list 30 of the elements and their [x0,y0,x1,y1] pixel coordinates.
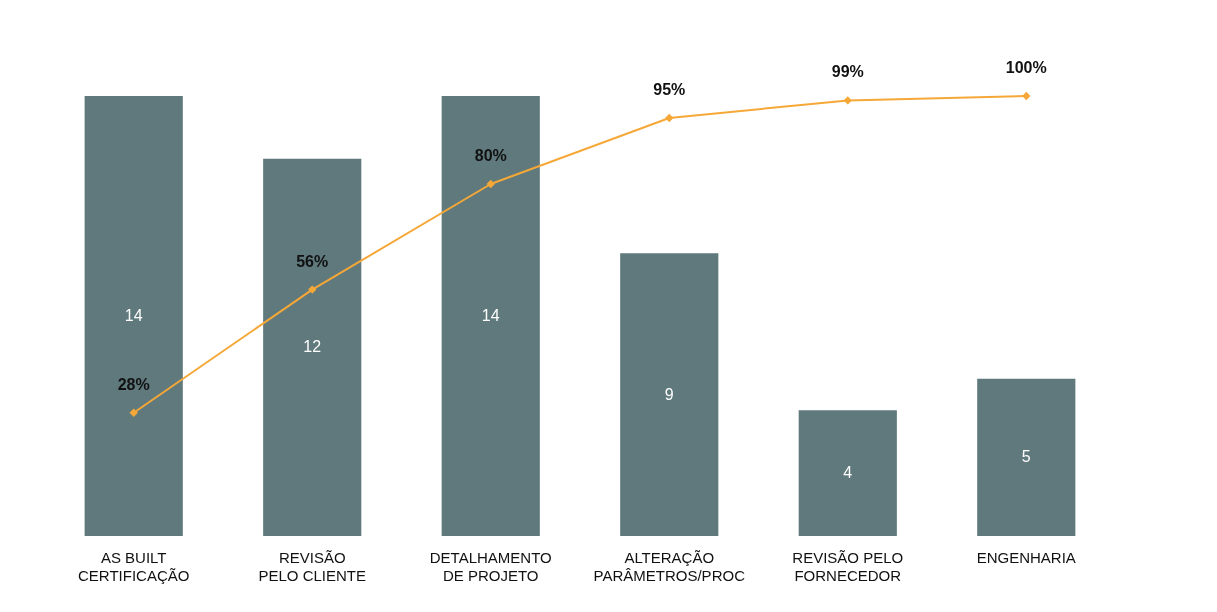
data-label: 95% [653,81,686,98]
x-tick-label: ENGENHARIA [976,548,1076,566]
point [129,408,138,417]
point [1022,91,1031,101]
bar [798,410,897,536]
point [308,285,317,294]
data-label: 28% [117,375,150,393]
x-tick-label: ALTERAÇÃO PARÂMETROS/PROC [593,548,746,584]
point [843,96,852,105]
point [665,113,674,123]
data-label: 12 [303,338,322,356]
bar [620,253,719,536]
bar [977,378,1076,536]
point [486,179,495,189]
x-tick-label: REVISÃO PELO FORNECEDOR [792,548,904,584]
x-tick-label: REVISÃO PELO CLIENTE [258,548,366,584]
x-tick-label: AS BUILT CERTIFICAÇÃO [78,548,190,584]
data-label: 9 [664,385,674,403]
data-label: 56% [296,252,329,270]
bar [84,96,183,536]
data-label: 80% [474,147,507,164]
bar [441,96,540,536]
data-label: 14 [481,307,500,324]
data-label: 5 [1021,448,1031,466]
x-tick-label: DETALHAMENTO DE PROJETO [429,548,552,584]
data-label: 14 [124,307,143,324]
bar [263,158,362,536]
data-label: 99% [831,63,864,81]
data-label: 100% [1005,59,1047,76]
data-label: 4 [843,464,853,482]
